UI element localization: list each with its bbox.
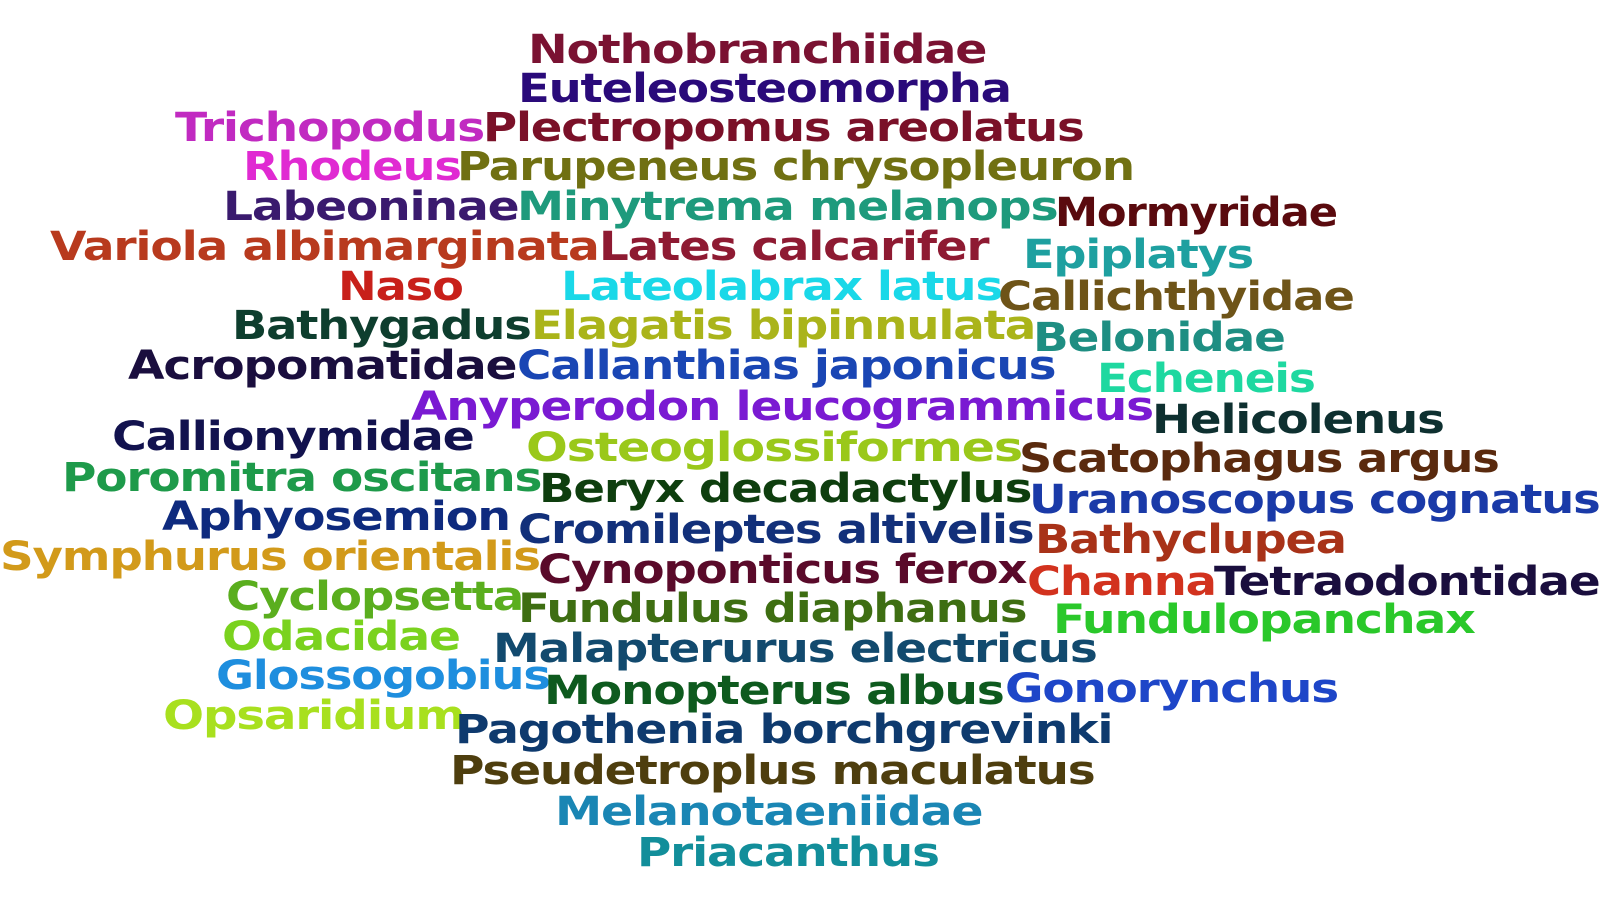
word-cloud-word: Cromileptes altivelis bbox=[518, 507, 1035, 553]
word-cloud-word: Monopterus albus bbox=[544, 668, 1005, 714]
word-cloud-word: Bathyclupea bbox=[1035, 517, 1347, 563]
word-cloud-word: Priacanthus bbox=[637, 830, 940, 876]
word-cloud-word: Belonidae bbox=[1033, 315, 1286, 361]
word-cloud-word: Rhodeus bbox=[243, 144, 462, 190]
word-cloud-word: Euteleosteomorpha bbox=[518, 66, 1012, 112]
word-cloud-word: Nothobranchiidae bbox=[528, 27, 987, 73]
word-cloud-word: Melanotaeniidae bbox=[555, 789, 984, 835]
word-cloud-word: Beryx decadactylus bbox=[539, 466, 1032, 512]
word-cloud-word: Fundulopanchax bbox=[1053, 597, 1476, 643]
word-cloud-word: Pagothenia borchgrevinki bbox=[455, 707, 1114, 753]
word-cloud-word: Scatophagus argus bbox=[1019, 436, 1500, 482]
word-cloud-word: Odacidae bbox=[222, 614, 461, 660]
word-cloud-word: Gonorynchus bbox=[1005, 666, 1339, 712]
word-cloud-word: Poromitra oscitans bbox=[62, 455, 543, 501]
word-cloud-word: Callichthyidae bbox=[998, 274, 1355, 320]
word-cloud-word: Callionymidae bbox=[112, 414, 475, 460]
word-cloud-word: Uranoscopus cognatus bbox=[1029, 477, 1600, 523]
word-cloud-word: Trichopodus bbox=[175, 105, 485, 151]
word-cloud-word: Variola albimarginata bbox=[50, 224, 600, 270]
word-cloud-word: Malapterurus electricus bbox=[493, 626, 1098, 672]
word-cloud-word: Parupeneus chrysopleuron bbox=[457, 144, 1135, 190]
word-cloud-word: Callanthias japonicus bbox=[517, 343, 1057, 389]
word-cloud-word: Channa bbox=[1027, 559, 1217, 605]
word-cloud-word: Lateolabrax latus bbox=[561, 264, 1003, 310]
word-cloud-word: Anyperodon leucogrammicus bbox=[411, 384, 1154, 430]
word-cloud-word: Cynoponticus ferox bbox=[538, 547, 1027, 593]
word-cloud-word: Acropomatidae bbox=[128, 343, 517, 389]
word-cloud-word: Pseudetroplus maculatus bbox=[450, 748, 1096, 794]
word-cloud-word: Aphyosemion bbox=[162, 494, 511, 540]
word-cloud-word: Minytrema melanops bbox=[517, 184, 1059, 230]
word-cloud-word: Epiplatys bbox=[1023, 232, 1254, 278]
word-cloud-word: Fundulus diaphanus bbox=[518, 586, 1028, 632]
word-cloud-word: Tetraodontidae bbox=[1214, 559, 1600, 605]
word-cloud-word: Cyclopsetta bbox=[226, 574, 524, 620]
word-cloud-word: Plectropomus areolatus bbox=[483, 105, 1085, 151]
word-cloud-word: Opsaridium bbox=[163, 693, 466, 739]
word-cloud-word: Labeoninae bbox=[223, 184, 520, 230]
word-cloud-word: Elagatis bipinnulata bbox=[531, 303, 1036, 349]
word-cloud-word: Echeneis bbox=[1097, 356, 1316, 402]
word-cloud-word: Osteoglossiformes bbox=[526, 425, 1023, 471]
word-cloud-word: Lates calcarifer bbox=[599, 224, 989, 270]
word-cloud-word: Glossogobius bbox=[216, 653, 551, 699]
word-cloud-word: Bathygadus bbox=[232, 303, 532, 349]
word-cloud-word: Mormyridae bbox=[1055, 190, 1338, 236]
word-cloud-word: Helicolenus bbox=[1152, 397, 1445, 443]
word-cloud-word: Naso bbox=[338, 264, 464, 310]
word-cloud-word: Symphurus orientalis bbox=[0, 534, 541, 580]
